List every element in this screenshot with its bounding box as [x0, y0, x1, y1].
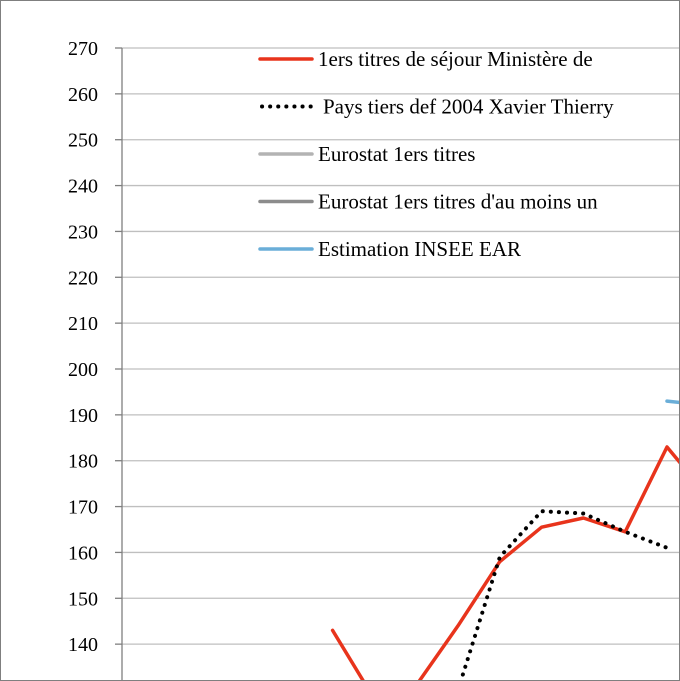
y-tick-label: 200 [68, 359, 98, 381]
y-tick-label: 270 [68, 38, 98, 60]
y-tick-label: 170 [68, 497, 98, 519]
y-tick-label: 220 [68, 267, 98, 289]
y-tick-labels: 140 150 160 170 180 190 200 210 220 230 240 250 260 2… [68, 38, 98, 656]
y-axis [115, 47, 123, 681]
legend: 1ers titres de séjour Ministère de Pays t… [258, 47, 614, 261]
series-lines [330, 399, 680, 681]
legend-label-2: Eurostat 1ers titres [318, 142, 475, 166]
y-tick-label: 260 [68, 84, 98, 106]
y-tick-label: 250 [68, 130, 98, 152]
y-tick-label: 140 [68, 634, 98, 656]
series-line-4 [665, 399, 680, 405]
y-tick-label: 240 [68, 176, 98, 198]
legend-label-0: 1ers titres de séjour Ministère de [318, 47, 593, 71]
series-line-0 [330, 445, 680, 681]
y-tick-label: 180 [68, 451, 98, 473]
y-tick-label: 230 [68, 221, 98, 243]
y-tick-label: 160 [68, 542, 98, 564]
legend-label-4: Estimation INSEE EAR [318, 237, 521, 261]
legend-label-1: Pays tiers def 2004 Xavier Thierry [323, 95, 614, 119]
y-tick-label: 150 [68, 588, 98, 610]
gridlines [122, 47, 680, 645]
series-line-1 [458, 509, 669, 681]
legend-label-3: Eurostat 1ers titres d'au moins un [318, 190, 598, 214]
y-tick-label: 190 [68, 405, 98, 427]
y-tick-label: 210 [68, 313, 98, 335]
